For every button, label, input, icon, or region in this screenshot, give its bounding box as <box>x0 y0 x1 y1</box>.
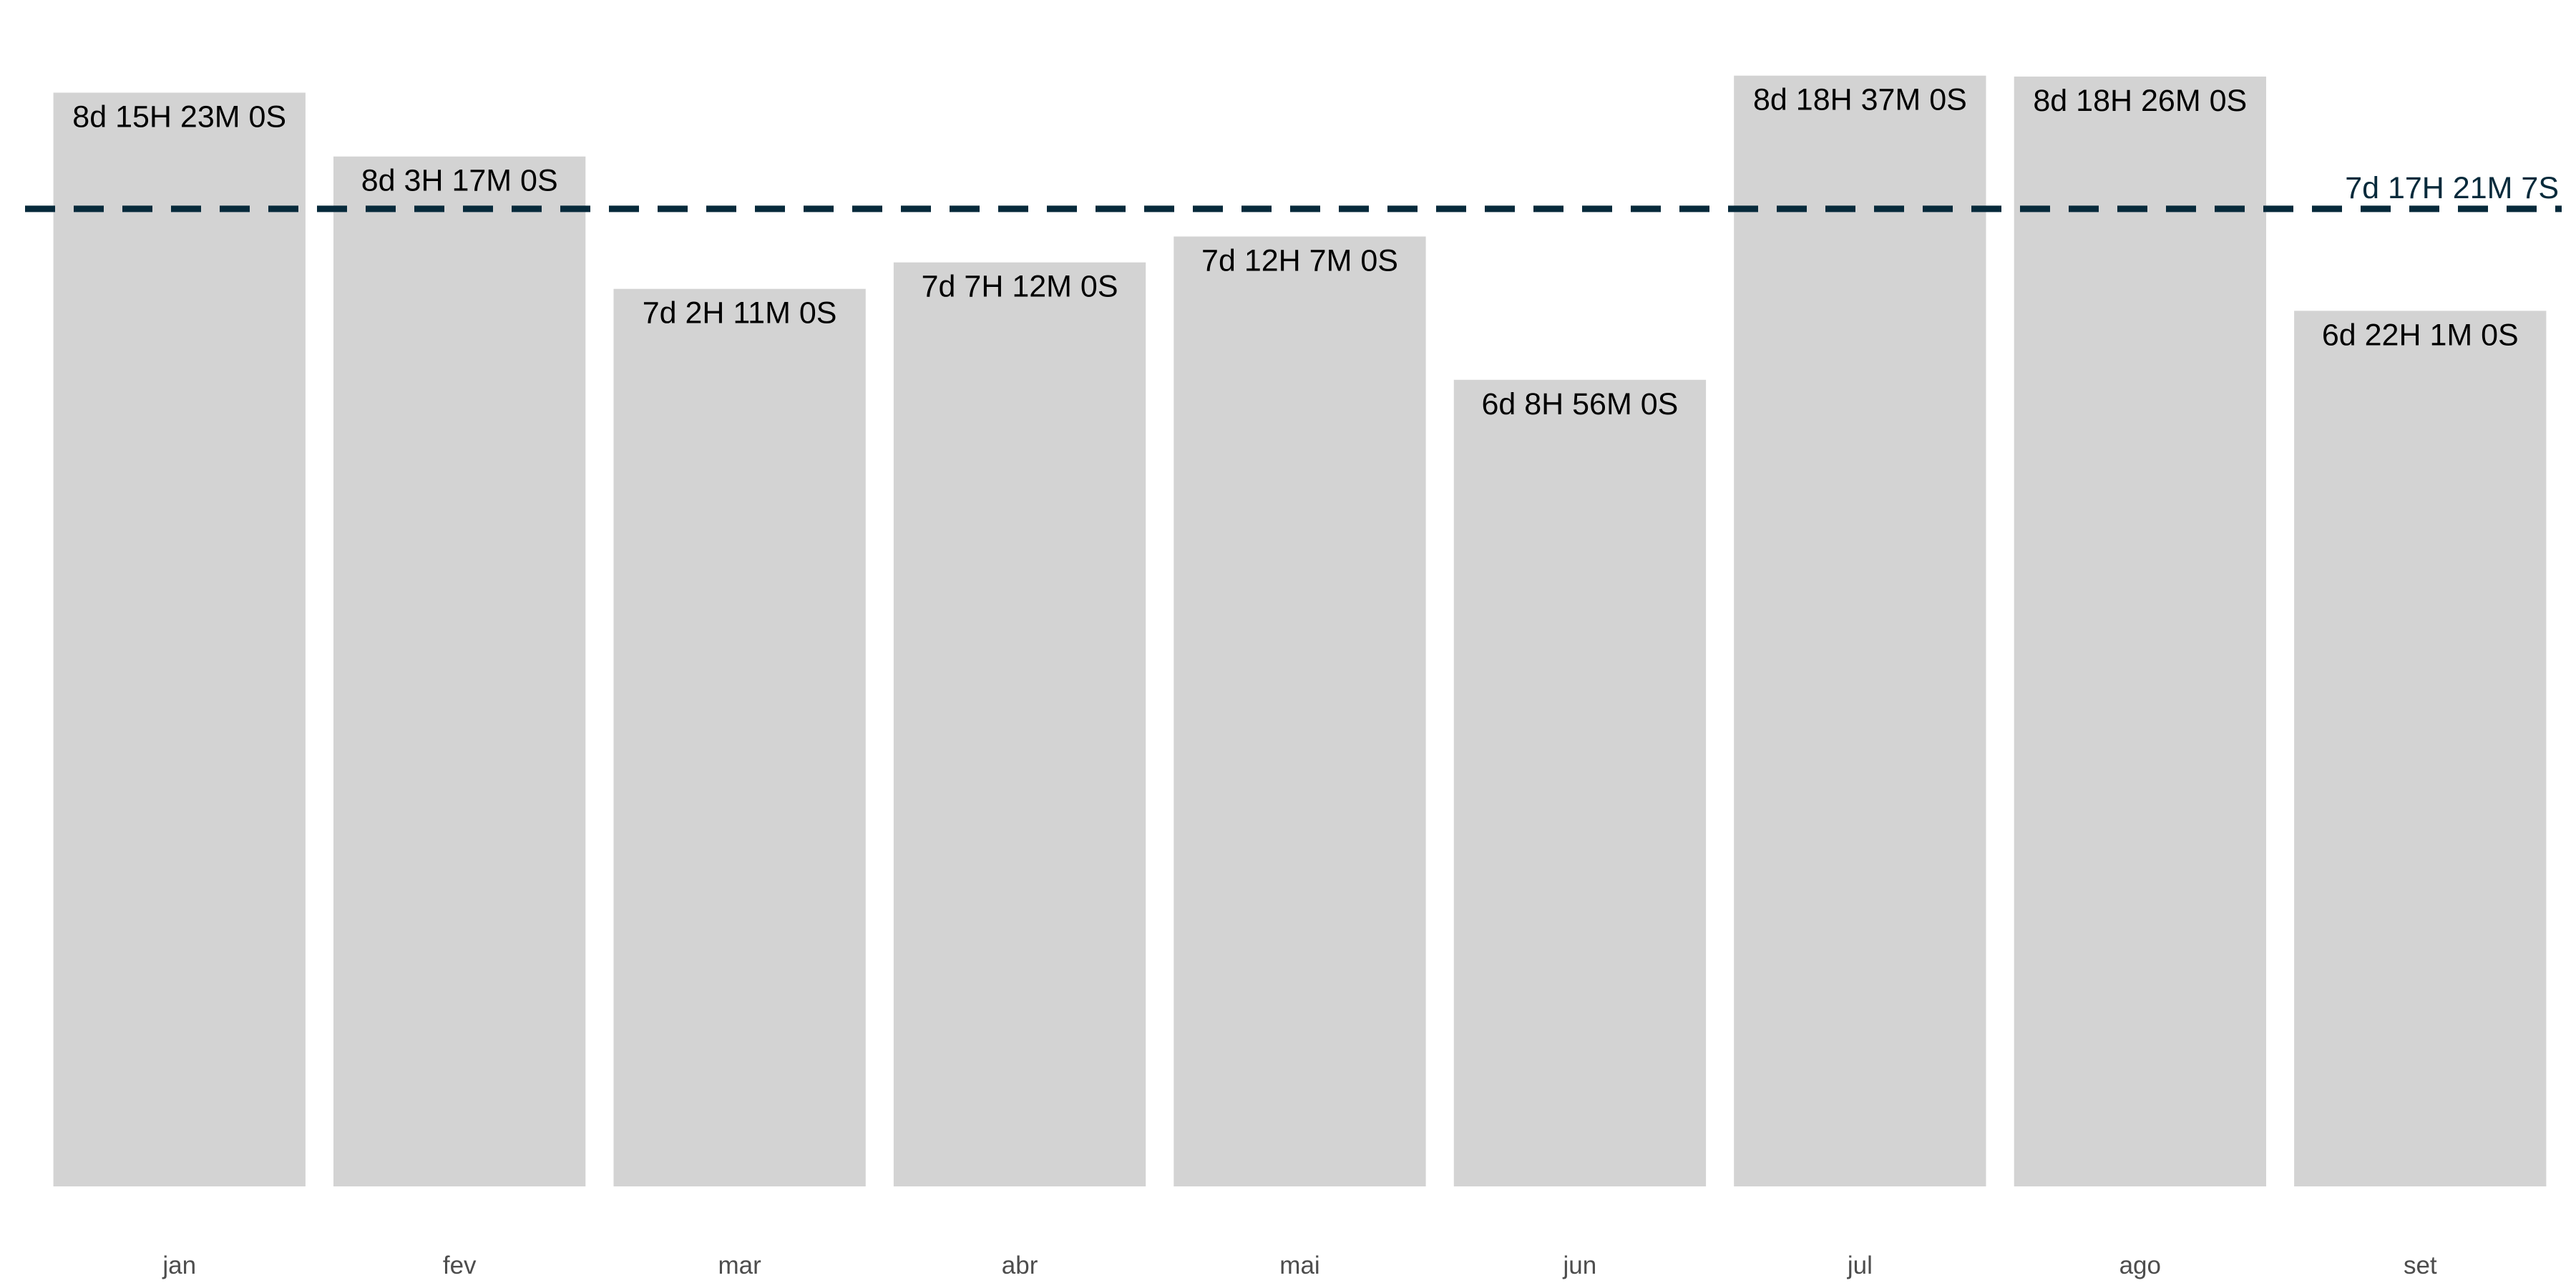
bar-set <box>2294 311 2547 1186</box>
bar-jan <box>53 92 306 1186</box>
bar-value-label-mar: 7d 2H 11M 0S <box>643 296 837 331</box>
bar-mar <box>613 288 866 1187</box>
bar-abr <box>893 262 1146 1187</box>
bar-value-label-jan: 8d 15H 23M 0S <box>72 100 286 135</box>
x-tick-label-jan: jan <box>162 1252 196 1279</box>
bar-value-label-mai: 7d 12H 7M 0S <box>1201 244 1398 278</box>
x-tick-label-mai: mai <box>1279 1252 1319 1279</box>
bar-fev <box>333 156 586 1187</box>
x-tick-label-mar: mar <box>718 1252 761 1279</box>
x-tick-label-ago: ago <box>2119 1252 2161 1279</box>
x-tick-label-fev: fev <box>443 1252 477 1279</box>
bar-value-label-jun: 6d 8H 56M 0S <box>1481 387 1678 421</box>
bar-mai <box>1174 236 1426 1186</box>
bar-jul <box>1734 75 1986 1187</box>
average-reference-label: 7d 17H 21M 7S <box>2345 171 2559 205</box>
bar-value-label-set: 6d 22H 1M 0S <box>2322 318 2519 352</box>
bars-group <box>53 75 2547 1187</box>
x-tick-label-jun: jun <box>1563 1252 1597 1279</box>
x-tick-label-abr: abr <box>1002 1252 1038 1279</box>
bar-labels-group: 8d 15H 23M 0S 8d 3H 17M 0S 7d 2H 11M 0S 7d … <box>72 83 2518 421</box>
x-tick-labels-group: jan fev mar abr mai jun jul ago set <box>162 1252 2437 1279</box>
x-tick-label-jul: jul <box>1847 1252 1873 1279</box>
bar-value-label-abr: 7d 7H 12M 0S <box>922 270 1118 304</box>
x-tick-label-set: set <box>2404 1252 2437 1279</box>
bar-jun <box>1453 379 1707 1186</box>
bar-ago <box>2014 77 2266 1186</box>
bar-value-label-ago: 8d 18H 26M 0S <box>2033 84 2247 118</box>
bar-value-label-fev: 8d 3H 17M 0S <box>361 164 558 198</box>
bar-value-label-jul: 8d 18H 37M 0S <box>1753 83 1967 117</box>
